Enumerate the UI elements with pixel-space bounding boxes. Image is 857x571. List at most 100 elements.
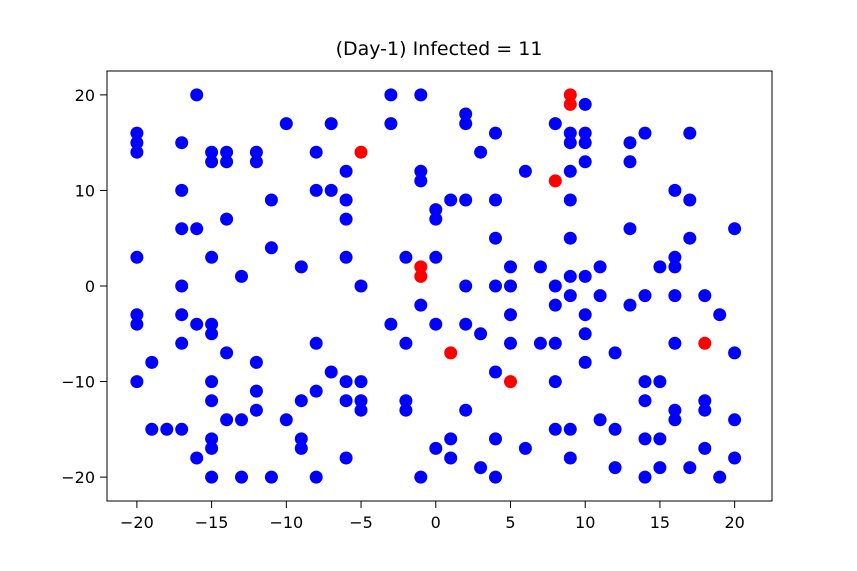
data-point: [384, 88, 398, 102]
data-point: [130, 250, 144, 264]
data-point: [638, 432, 652, 446]
data-point: [593, 413, 607, 427]
data-point: [324, 365, 338, 379]
y-tick-label: −10: [61, 373, 95, 392]
data-point: [249, 145, 263, 159]
data-point: [175, 422, 189, 436]
data-point: [130, 375, 144, 389]
data-point: [175, 336, 189, 350]
data-point: [623, 222, 637, 236]
data-point: [474, 145, 488, 159]
data-point: [444, 193, 458, 207]
data-point: [190, 317, 204, 331]
y-tick-label: −20: [61, 468, 95, 487]
data-point: [459, 107, 473, 121]
data-point: [504, 375, 517, 389]
data-point: [175, 308, 189, 322]
data-point: [548, 336, 562, 350]
data-point: [205, 432, 219, 446]
data-point: [593, 260, 607, 274]
data-point: [563, 97, 577, 111]
data-point: [608, 346, 622, 360]
x-tick-label: 20: [724, 513, 744, 532]
data-point: [354, 403, 368, 417]
data-point: [608, 461, 622, 475]
data-point: [578, 97, 592, 111]
data-point: [205, 470, 219, 484]
data-point: [130, 308, 144, 322]
data-point: [339, 193, 353, 207]
data-point: [249, 384, 263, 398]
data-point: [339, 394, 353, 408]
data-point: [249, 155, 263, 169]
data-point: [429, 317, 443, 331]
data-point: [638, 126, 652, 140]
data-point: [608, 422, 622, 436]
data-point: [175, 222, 189, 236]
data-point: [489, 432, 502, 446]
data-point: [578, 269, 592, 283]
data-point: [414, 174, 428, 188]
data-point: [713, 470, 727, 484]
data-point: [668, 260, 682, 274]
data-point: [504, 308, 517, 322]
data-point: [429, 250, 443, 264]
data-point: [220, 155, 234, 169]
data-point: [190, 451, 204, 465]
data-point: [220, 346, 234, 360]
data-point: [563, 88, 577, 102]
data-point: [504, 279, 517, 293]
data-point: [414, 298, 428, 312]
data-point: [563, 193, 577, 207]
data-point: [563, 231, 577, 245]
data-point: [504, 336, 517, 350]
x-tick-label: −15: [195, 513, 229, 532]
data-point: [548, 174, 562, 188]
data-point: [205, 327, 219, 341]
data-point: [563, 269, 577, 283]
data-point: [399, 394, 413, 408]
data-point: [444, 451, 458, 465]
data-point: [548, 375, 562, 389]
data-point: [309, 470, 323, 484]
data-point: [474, 327, 488, 341]
data-point: [563, 136, 577, 150]
data-point: [474, 461, 488, 475]
data-point: [414, 88, 428, 102]
data-point: [683, 461, 697, 475]
data-point: [683, 193, 697, 207]
data-point: [279, 117, 293, 131]
data-point: [205, 375, 219, 389]
data-point: [489, 279, 502, 293]
data-point: [668, 289, 682, 303]
data-point: [623, 298, 637, 312]
data-point: [294, 441, 308, 455]
x-tick-label: 15: [650, 513, 670, 532]
data-point: [489, 470, 502, 484]
data-point: [249, 403, 263, 417]
data-point: [653, 432, 667, 446]
data-point: [354, 375, 368, 389]
data-point: [294, 432, 308, 446]
data-point: [728, 451, 742, 465]
data-point: [339, 451, 353, 465]
data-point: [444, 432, 458, 446]
y-tick-label: 10: [75, 181, 95, 200]
data-point: [130, 317, 144, 331]
data-point: [235, 413, 248, 427]
data-point: [683, 126, 697, 140]
data-point: [220, 212, 234, 226]
data-point: [354, 279, 368, 293]
data-point: [309, 145, 323, 159]
data-point: [504, 260, 517, 274]
data-point: [294, 394, 308, 408]
data-point: [459, 317, 473, 331]
data-point: [563, 164, 577, 178]
data-point: [205, 250, 219, 264]
data-point: [548, 279, 562, 293]
data-point: [548, 422, 562, 436]
y-axis: −20 −10 0 10 20: [61, 86, 107, 487]
data-point: [698, 336, 712, 350]
x-tick-label: 10: [575, 513, 595, 532]
data-point: [489, 193, 502, 207]
